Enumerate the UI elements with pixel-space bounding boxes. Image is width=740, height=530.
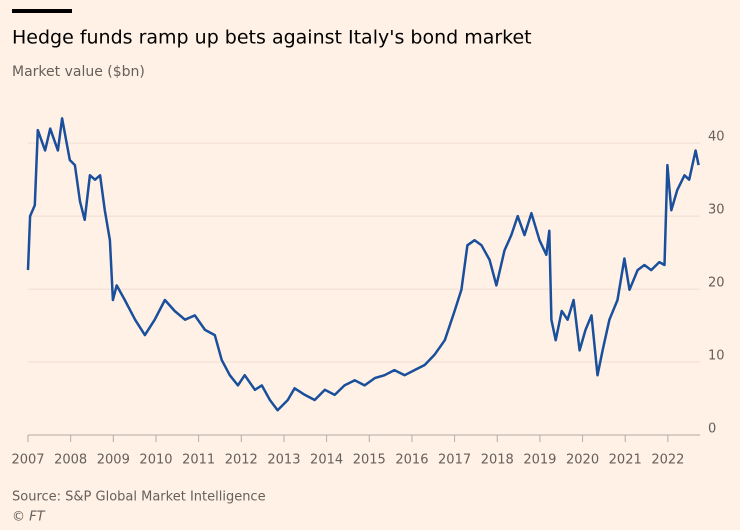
x-tick-label: 2008 <box>54 453 87 468</box>
x-tick-label: 2018 <box>481 453 514 468</box>
x-tick-label: 2022 <box>651 453 684 468</box>
x-tick-label: 2020 <box>566 453 599 468</box>
y-tick-label: 40 <box>708 130 725 145</box>
y-tick-label: 10 <box>708 349 725 364</box>
credit: © FT <box>12 510 46 525</box>
y-tick-label: 30 <box>708 203 725 218</box>
x-tick-label: 2017 <box>438 453 471 468</box>
chart-title: Hedge funds ramp up bets against Italy's… <box>12 27 532 49</box>
x-tick-label: 2011 <box>182 453 215 468</box>
x-tick-label: 2013 <box>267 453 300 468</box>
x-tick-label: 2007 <box>11 453 44 468</box>
chart-subtitle: Market value ($bn) <box>12 64 145 80</box>
y-tick-label: 0 <box>708 422 716 437</box>
x-tick-label: 2019 <box>523 453 556 468</box>
x-tick-label: 2014 <box>310 453 343 468</box>
title-bar <box>12 9 72 13</box>
x-tick-label: 2016 <box>395 453 428 468</box>
source: Source: S&P Global Market Intelligence <box>12 490 266 505</box>
x-tick-label: 2015 <box>353 453 386 468</box>
x-tick-label: 2012 <box>225 453 258 468</box>
x-tick-label: 2010 <box>139 453 172 468</box>
y-tick-label: 20 <box>708 276 725 291</box>
x-tick-label: 2009 <box>97 453 130 468</box>
x-tick-label: 2021 <box>609 453 642 468</box>
data-line <box>26 117 700 412</box>
